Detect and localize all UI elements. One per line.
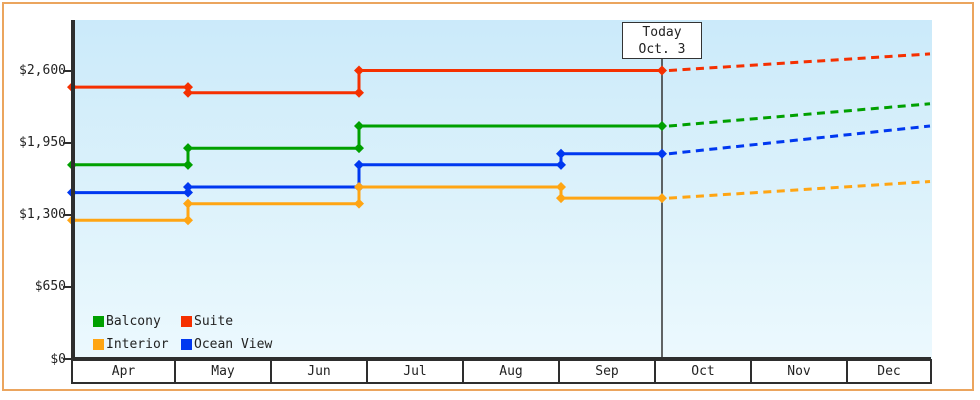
x-axis-line [71, 357, 931, 359]
y-tick-mark-0 [63, 358, 71, 360]
y-axis-line [71, 20, 75, 384]
y-tick-label-1: $650 [34, 279, 66, 295]
legend-swatch-icon [181, 315, 192, 327]
legend-item-interior: Interior [93, 334, 181, 354]
legend-label: Ocean View [194, 336, 273, 352]
month-label-jun: Jun [270, 359, 368, 384]
month-label-dec: Dec [846, 359, 932, 384]
month-label-sep: Sep [558, 359, 656, 384]
month-label-nov: Nov [750, 359, 848, 384]
legend-label: Balcony [106, 313, 161, 329]
y-tick-label-4: $2,600 [19, 63, 66, 78]
chart-frame-border [2, 2, 974, 391]
legend: Balcony Suite Interior Ocean View [93, 311, 272, 354]
month-label-aug: Aug [462, 359, 560, 384]
legend-swatch-icon [93, 315, 104, 327]
legend-item-suite: Suite [181, 311, 272, 331]
month-label-oct: Oct [654, 359, 752, 384]
y-tick-label-3: $1,950 [19, 135, 66, 151]
legend-label: Interior [106, 336, 169, 352]
plot-area [75, 20, 932, 359]
month-label-apr: Apr [71, 359, 176, 384]
y-tick-mark-4 [63, 69, 71, 72]
legend-swatch-icon [93, 338, 104, 350]
y-tick-mark-2 [63, 213, 71, 216]
legend-swatch-icon [181, 338, 192, 350]
today-annotation-line2: Oct. 3 [638, 42, 686, 57]
legend-item-balcony: Balcony [93, 311, 181, 331]
month-label-jul: Jul [366, 359, 464, 384]
y-tick-mark-3 [63, 141, 71, 144]
legend-label: Suite [194, 313, 234, 329]
y-tick-mark-1 [63, 285, 71, 288]
today-annotation-line1: Today [642, 25, 682, 40]
y-tick-label-2: $1,300 [19, 207, 66, 223]
legend-item-ocean-view: Ocean View [181, 334, 272, 354]
month-label-may: May [174, 359, 272, 384]
today-annotation: Today Oct. 3 [622, 22, 702, 59]
y-tick-label-0: $0 [50, 351, 66, 367]
